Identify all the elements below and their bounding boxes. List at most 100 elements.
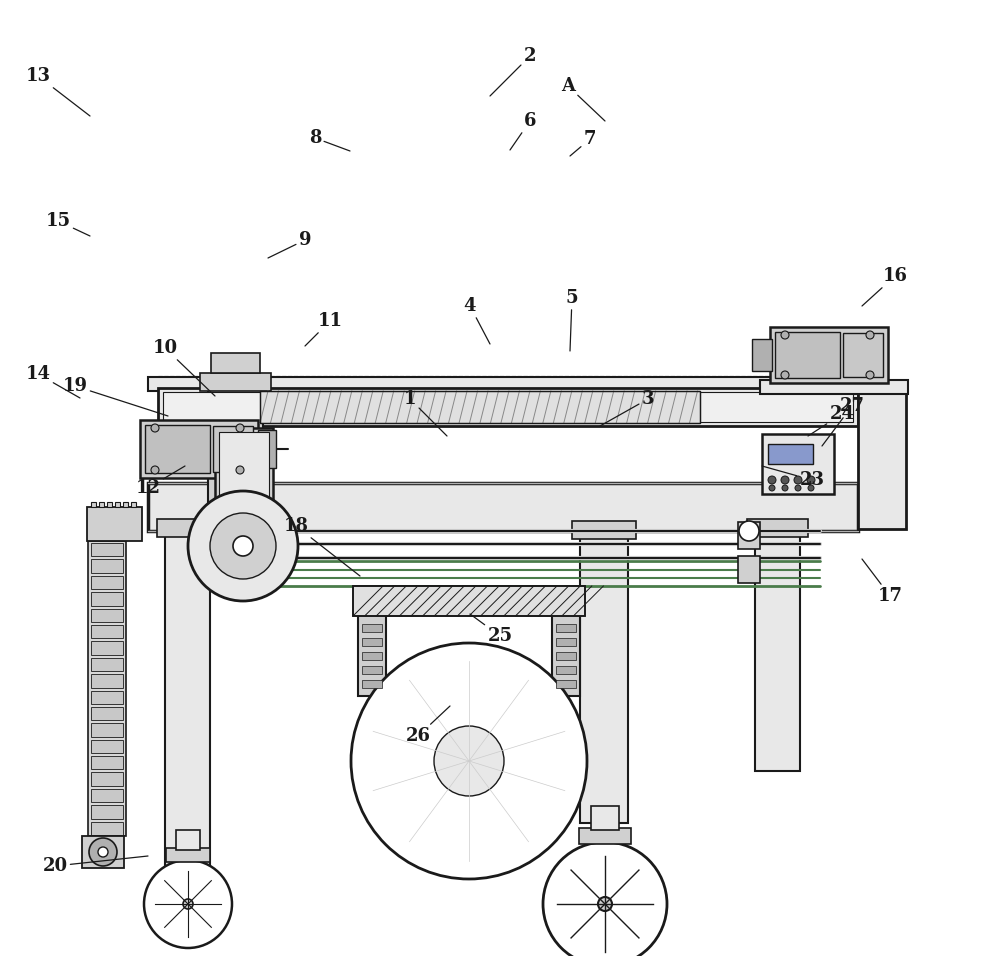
Bar — [768, 444, 813, 464]
Bar — [775, 332, 840, 378]
Bar — [123, 502, 128, 507]
Bar — [91, 724, 123, 737]
Text: 23: 23 — [762, 466, 824, 489]
Text: 8: 8 — [309, 129, 350, 151]
Text: 5: 5 — [566, 289, 578, 351]
Bar — [148, 483, 858, 531]
Bar — [91, 789, 123, 802]
Bar — [91, 674, 123, 687]
Bar — [770, 327, 888, 383]
Bar — [260, 391, 700, 423]
Bar — [176, 830, 200, 850]
Text: A: A — [561, 77, 605, 121]
Circle shape — [151, 424, 159, 432]
Bar — [91, 625, 123, 639]
Circle shape — [781, 331, 789, 339]
Circle shape — [769, 485, 775, 491]
Bar — [353, 586, 585, 616]
Bar — [591, 806, 619, 830]
Bar — [91, 740, 123, 753]
Text: 26: 26 — [406, 706, 450, 745]
Bar — [362, 652, 382, 660]
Bar — [166, 848, 210, 862]
Bar — [752, 339, 772, 371]
Bar — [91, 772, 123, 786]
Circle shape — [543, 842, 667, 956]
Bar — [82, 836, 124, 868]
Bar — [91, 559, 123, 573]
Text: 11: 11 — [305, 312, 342, 346]
Bar — [260, 391, 700, 423]
Bar — [755, 529, 800, 771]
Bar — [556, 680, 576, 688]
Bar — [157, 519, 218, 537]
Bar — [858, 381, 906, 529]
Circle shape — [794, 476, 802, 484]
Bar — [158, 388, 858, 426]
Text: 2: 2 — [490, 47, 536, 96]
Bar — [219, 432, 269, 522]
Circle shape — [807, 476, 815, 484]
Bar — [91, 609, 123, 622]
Bar — [148, 377, 866, 391]
Circle shape — [739, 521, 759, 541]
Text: 25: 25 — [470, 614, 513, 645]
Bar — [115, 502, 120, 507]
Circle shape — [808, 485, 814, 491]
Text: 7: 7 — [570, 130, 596, 156]
Circle shape — [781, 476, 789, 484]
Bar — [579, 828, 631, 844]
Circle shape — [768, 476, 776, 484]
Text: 18: 18 — [284, 517, 360, 576]
Bar — [843, 333, 883, 377]
Bar — [362, 666, 382, 674]
Bar — [738, 522, 760, 549]
Circle shape — [233, 536, 253, 556]
Bar — [208, 386, 263, 526]
Circle shape — [89, 838, 117, 866]
Text: 12: 12 — [136, 466, 185, 497]
Bar — [200, 373, 271, 391]
Text: 15: 15 — [45, 212, 90, 236]
Bar — [88, 541, 126, 836]
Bar — [362, 638, 382, 646]
Circle shape — [598, 897, 612, 911]
Bar — [213, 426, 253, 472]
Circle shape — [866, 331, 874, 339]
Text: 3: 3 — [600, 390, 654, 426]
Text: 4: 4 — [464, 297, 490, 344]
Bar — [91, 502, 96, 507]
Bar — [223, 522, 265, 548]
Circle shape — [183, 899, 193, 909]
Bar — [91, 543, 123, 556]
Circle shape — [210, 513, 276, 579]
Text: 10: 10 — [152, 339, 215, 396]
Bar — [91, 658, 123, 671]
Bar — [91, 756, 123, 770]
Circle shape — [351, 643, 587, 879]
Bar — [362, 680, 382, 688]
Bar — [131, 502, 136, 507]
Bar — [163, 392, 853, 422]
Bar — [556, 624, 576, 632]
Bar — [747, 519, 808, 537]
Bar — [91, 576, 123, 589]
Text: 19: 19 — [62, 377, 168, 416]
Text: 17: 17 — [862, 559, 902, 605]
Bar — [140, 420, 258, 478]
Bar — [362, 624, 382, 632]
Bar — [87, 507, 142, 541]
Bar — [258, 430, 276, 468]
Text: 20: 20 — [42, 856, 148, 875]
Text: 9: 9 — [268, 231, 311, 258]
Circle shape — [236, 466, 244, 474]
Text: 14: 14 — [26, 365, 80, 398]
Bar — [91, 592, 123, 605]
Bar — [91, 821, 123, 835]
Circle shape — [866, 371, 874, 379]
Circle shape — [144, 860, 232, 948]
Text: 6: 6 — [510, 112, 536, 150]
Circle shape — [188, 491, 298, 601]
Bar — [580, 531, 628, 823]
Bar — [215, 428, 273, 526]
